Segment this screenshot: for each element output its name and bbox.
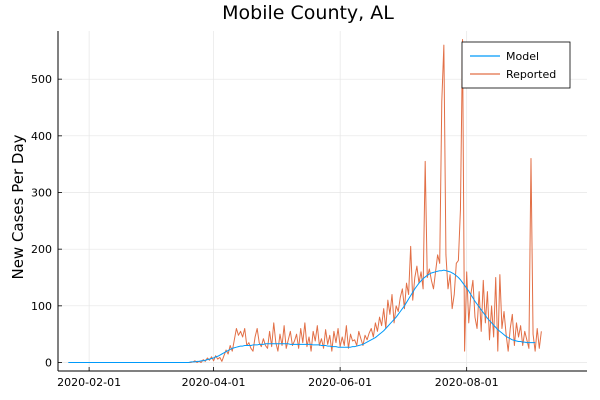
y-tick-label: 300 (31, 187, 52, 200)
y-tick-label: 100 (31, 300, 52, 313)
x-tick-label: 2020-02-01 (57, 376, 121, 389)
y-tick-label: 200 (31, 243, 52, 256)
legend-label-reported: Reported (506, 68, 556, 81)
legend: Model Reported (461, 41, 571, 89)
y-tick-label: 400 (31, 130, 52, 143)
legend-label-model: Model (506, 50, 539, 63)
series-layer (68, 39, 542, 363)
y-axis-label: New Cases Per Day (9, 134, 27, 279)
legend-box (461, 41, 571, 89)
y-tick-label: 0 (45, 357, 52, 370)
x-tick-label: 2020-08-01 (435, 376, 499, 389)
x-tick-label: 2020-04-01 (182, 376, 246, 389)
grid (58, 31, 587, 371)
chart-title: Mobile County, AL (222, 2, 394, 24)
y-tick-label: 500 (31, 73, 52, 86)
x-tick-label: 2020-06-01 (308, 376, 372, 389)
axes: 0 100 200 300 400 500 2020-02-01 2020-04-01 2020… (31, 31, 587, 389)
series-line-model (68, 269, 536, 363)
